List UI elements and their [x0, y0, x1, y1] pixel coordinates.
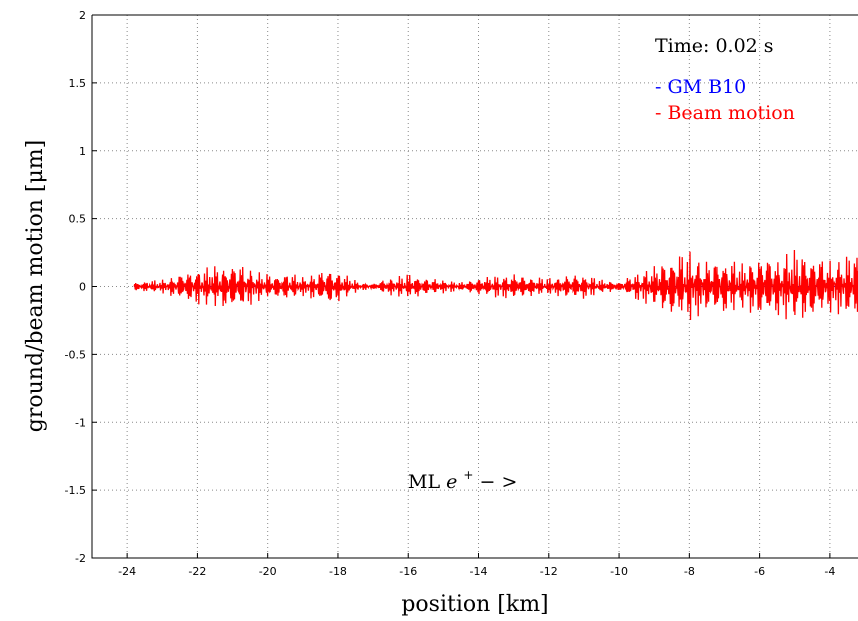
y-tick-label: 0.5	[69, 213, 87, 226]
x-tick-label: -18	[329, 565, 347, 578]
y-tick-label: 0	[79, 281, 86, 294]
ml-annotation-suffix: − >	[480, 471, 518, 493]
y-tick-label: 2	[79, 9, 86, 22]
ml-annotation-symbol: e	[446, 471, 457, 493]
x-tick-label: -8	[684, 565, 695, 578]
x-tick-label: -10	[610, 565, 628, 578]
x-tick-label: -24	[118, 565, 136, 578]
ml-annotation: ML e + − >	[408, 462, 517, 493]
x-axis-label: position [km]	[401, 592, 548, 617]
y-axis-label: ground/beam motion [μm]	[23, 140, 48, 432]
y-tick-label: 1	[79, 145, 86, 158]
series-line-beam-motion	[133, 249, 858, 321]
y-tick-label: 1.5	[69, 77, 87, 90]
time-label: Time: 0.02 s	[655, 35, 774, 57]
y-tick-label: -1	[75, 416, 86, 429]
ticks: -24 -22 -20 -18 -16 -14 -12 -10 -8 -6 -4 2 1.5 1 0.5 0 -…	[65, 9, 836, 578]
x-tick-label: -16	[399, 565, 417, 578]
series-layer	[133, 249, 858, 321]
y-tick-label: -0.5	[65, 348, 86, 361]
legend: - GM B10 - Beam motion	[655, 76, 795, 124]
ml-annotation-prefix: ML	[408, 471, 446, 493]
x-tick-label: -6	[754, 565, 765, 578]
x-tick-label: -22	[188, 565, 206, 578]
x-tick-label: -14	[470, 565, 488, 578]
ml-annotation-sup: +	[463, 468, 473, 482]
legend-item-gm-b10: - GM B10	[655, 76, 746, 98]
y-tick-label: -2	[75, 552, 86, 565]
x-tick-label: -4	[824, 565, 835, 578]
x-tick-label: -20	[259, 565, 277, 578]
x-tick-label: -12	[540, 565, 558, 578]
y-tick-label: -1.5	[65, 484, 86, 497]
legend-item-beam-motion: - Beam motion	[655, 102, 795, 124]
grid	[92, 14, 858, 559]
